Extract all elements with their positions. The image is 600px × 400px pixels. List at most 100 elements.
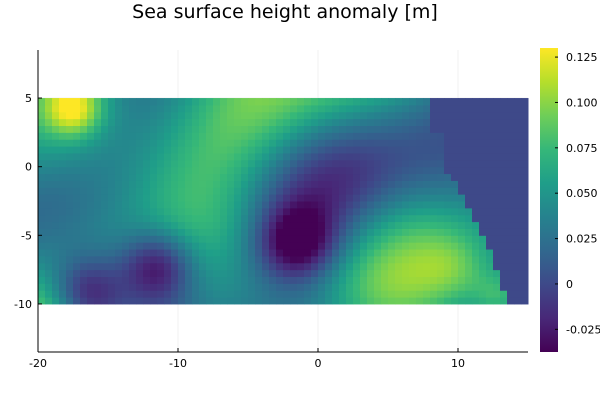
heatmap-cell: [227, 146, 235, 154]
y-ticks: 50-5-10: [14, 92, 42, 311]
colorbar-gradient: [540, 48, 558, 352]
heatmap-cell: [269, 269, 277, 277]
heatmap-cell: [444, 249, 452, 257]
heatmap-cell: [472, 194, 480, 202]
heatmap-cell: [248, 276, 256, 284]
heatmap-cell: [269, 125, 277, 133]
heatmap-cell: [430, 201, 438, 209]
heatmap-cell: [332, 146, 340, 154]
heatmap-cell: [430, 194, 438, 202]
heatmap-cell: [171, 283, 179, 291]
heatmap-cell: [115, 221, 123, 229]
heatmap-cell: [318, 194, 326, 202]
heatmap-cell: [192, 187, 200, 195]
heatmap-cell: [234, 111, 242, 120]
heatmap-cell: [423, 249, 431, 257]
heatmap-cell: [374, 276, 382, 284]
heatmap-cell: [66, 173, 74, 181]
heatmap-cell: [423, 221, 431, 229]
heatmap-cell: [465, 276, 473, 284]
heatmap-cell: [164, 152, 172, 161]
heatmap-cell: [332, 207, 340, 216]
heatmap-cell: [206, 180, 214, 188]
heatmap-cell: [52, 159, 60, 168]
heatmap-cell: [269, 180, 277, 188]
heatmap-cell: [423, 290, 431, 298]
heatmap-cell: [283, 146, 291, 154]
heatmap-cell: [108, 297, 116, 305]
heatmap-cell: [185, 269, 193, 277]
heatmap-cell: [339, 194, 347, 202]
heatmap-cell: [122, 262, 130, 271]
heatmap-cell: [276, 118, 284, 126]
heatmap-cell: [269, 228, 277, 236]
heatmap-cell: [171, 194, 179, 202]
heatmap-cell: [101, 262, 109, 271]
heatmap-cell: [290, 166, 298, 175]
heatmap-cell: [283, 249, 291, 257]
heatmap-cell: [262, 173, 270, 181]
heatmap-cell: [346, 255, 354, 264]
heatmap-cell: [129, 214, 137, 223]
heatmap-cell: [444, 104, 452, 113]
heatmap-cell: [143, 255, 151, 264]
heatmap-cell: [402, 194, 410, 202]
heatmap-cell: [87, 139, 95, 147]
heatmap-cell: [129, 228, 137, 236]
heatmap-cell: [136, 159, 144, 168]
heatmap-cell: [283, 262, 291, 271]
heatmap-cell: [227, 207, 235, 216]
heatmap-cell: [451, 132, 459, 140]
heatmap-cell: [192, 98, 200, 106]
heatmap-cell: [472, 173, 480, 181]
heatmap-cell: [493, 159, 501, 168]
heatmap-cell: [87, 235, 95, 243]
heatmap-cell: [143, 139, 151, 147]
heatmap-cell: [514, 228, 522, 236]
heatmap-cell: [507, 228, 515, 236]
heatmap-cell: [304, 242, 312, 250]
heatmap-cell: [276, 207, 284, 216]
heatmap-cell: [507, 269, 515, 277]
heatmap-cell: [101, 221, 109, 229]
heatmap-cell: [472, 221, 480, 229]
heatmap-cell: [143, 242, 151, 250]
heatmap-cell: [122, 276, 130, 284]
heatmap-cell: [171, 166, 179, 175]
heatmap-cell: [101, 132, 109, 140]
heatmap-cell: [73, 98, 81, 106]
heatmap-cell: [318, 290, 326, 298]
heatmap-cell: [59, 180, 67, 188]
x-tick-label: 0: [315, 357, 322, 370]
heatmap-cell: [486, 152, 494, 161]
heatmap-cell: [367, 194, 375, 202]
heatmap-cell: [367, 269, 375, 277]
heatmap-cell: [311, 173, 319, 181]
heatmap-cell: [416, 290, 424, 298]
heatmap-cell: [402, 111, 410, 120]
heatmap-cell: [255, 152, 263, 161]
heatmap-cell: [136, 249, 144, 257]
heatmap-cell: [38, 262, 46, 271]
heatmap-cell: [206, 290, 214, 298]
heatmap-cell: [206, 283, 214, 291]
heatmap-cell: [157, 132, 165, 140]
heatmap-cell: [360, 221, 368, 229]
heatmap-cell: [423, 104, 431, 113]
heatmap-cell: [521, 269, 529, 277]
heatmap-cell: [234, 146, 242, 154]
heatmap-cell: [451, 249, 459, 257]
heatmap-cell: [402, 297, 410, 305]
heatmap-cell: [157, 173, 165, 181]
heatmap-cell: [430, 180, 438, 188]
heatmap-cell: [290, 221, 298, 229]
heatmap-cell: [199, 228, 207, 236]
heatmap-cell: [339, 180, 347, 188]
heatmap-cell: [129, 297, 137, 305]
heatmap-cell: [199, 166, 207, 175]
heatmap-cell: [178, 297, 186, 305]
heatmap-cell: [500, 146, 508, 154]
heatmap-cell: [409, 255, 417, 264]
heatmap-cell: [360, 290, 368, 298]
heatmap-cell: [297, 297, 305, 305]
